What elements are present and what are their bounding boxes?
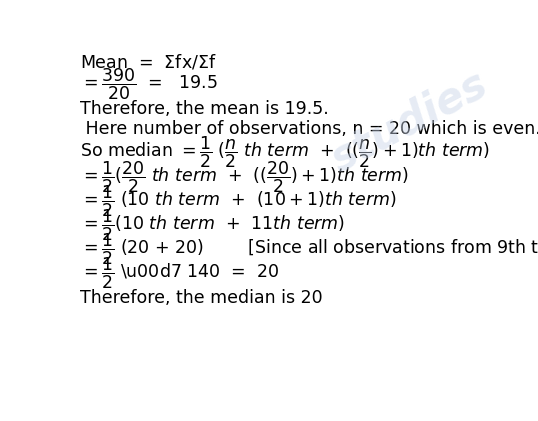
Text: $= \dfrac{390}{20}$  =   19.5: $= \dfrac{390}{20}$ = 19.5: [80, 67, 218, 102]
Text: $= \dfrac{1}{2}$ (20 + 20)        [Since all observations from 9th to 14th are 2: $= \dfrac{1}{2}$ (20 + 20) [Since all ob…: [80, 231, 538, 266]
Text: Therefore, the median is 20: Therefore, the median is 20: [80, 288, 322, 306]
Text: $= \dfrac{1}{2}(\dfrac{20}{2}$ $\it{th\ term}$  $+$  $((\dfrac{20}{2}) + 1)\it{t: $= \dfrac{1}{2}(\dfrac{20}{2}$ $\it{th\ …: [80, 159, 409, 195]
Text: $= \dfrac{1}{2}$ \u00d7 140  =  20: $= \dfrac{1}{2}$ \u00d7 140 = 20: [80, 256, 279, 291]
Text: Here number of observations, n = 20 which is even.: Here number of observations, n = 20 whic…: [80, 120, 538, 138]
Text: $= \dfrac{1}{2}$ (10 $\it{th\ term}$  $+$  $(10 + 1)\it{th\ term})$: $= \dfrac{1}{2}$ (10 $\it{th\ term}$ $+$…: [80, 184, 397, 219]
Text: Mean  =  $\Sigma$fx/$\Sigma$f: Mean = $\Sigma$fx/$\Sigma$f: [80, 52, 216, 72]
Text: Therefore, the mean is 19.5.: Therefore, the mean is 19.5.: [80, 100, 329, 118]
Text: So median $=\dfrac{1}{2}$ $(\dfrac{n}{2}$ $\it{th\ term}$  $+$  $((\dfrac{n}{2}): So median $=\dfrac{1}{2}$ $(\dfrac{n}{2}…: [80, 135, 490, 171]
Text: $= \dfrac{1}{2}$(10 $\it{th\ term}$  $+$  11$\it{th\ term}$): $= \dfrac{1}{2}$(10 $\it{th\ term}$ $+$ …: [80, 207, 345, 242]
Text: studies: studies: [324, 63, 494, 181]
